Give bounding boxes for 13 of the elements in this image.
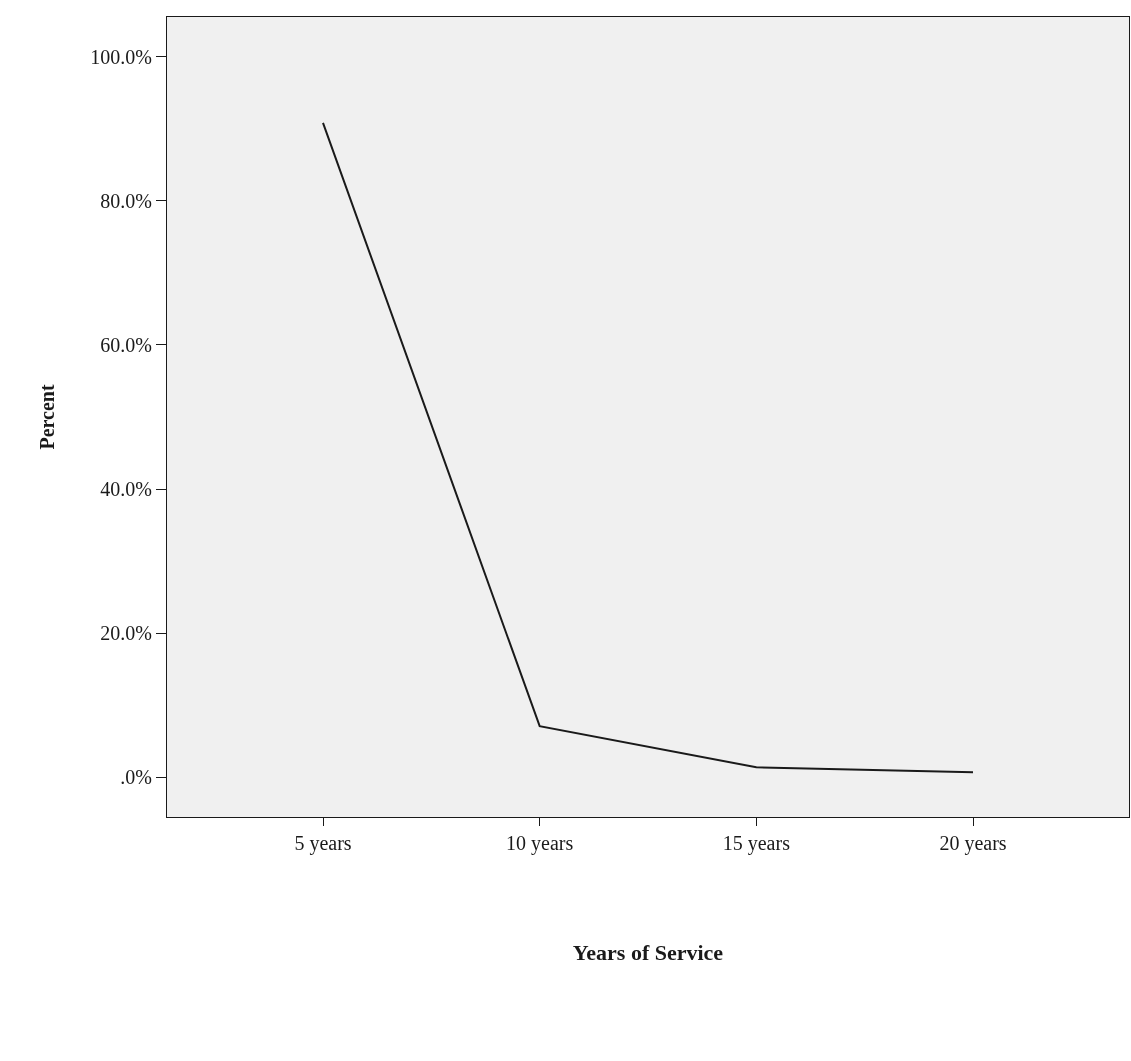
x-axis-title: Years of Service: [572, 939, 724, 965]
x-tick-label: 20 years: [939, 832, 1007, 855]
y-axis-title: Percent: [35, 384, 58, 450]
line-series: [322, 121, 974, 774]
y-tick-label: 20.0%: [100, 622, 152, 645]
y-tick-label: 100.0%: [90, 45, 152, 68]
x-tick-label: 15 years: [722, 832, 791, 855]
y-tick-label: .0%: [120, 766, 152, 789]
y-tick-label: 80.0%: [100, 189, 152, 212]
y-tick-label: 60.0%: [100, 333, 152, 356]
x-tick-label: 5 years: [294, 832, 352, 855]
y-tick-label: 40.0%: [100, 478, 152, 501]
x-tick-label: 10 years: [506, 832, 574, 855]
